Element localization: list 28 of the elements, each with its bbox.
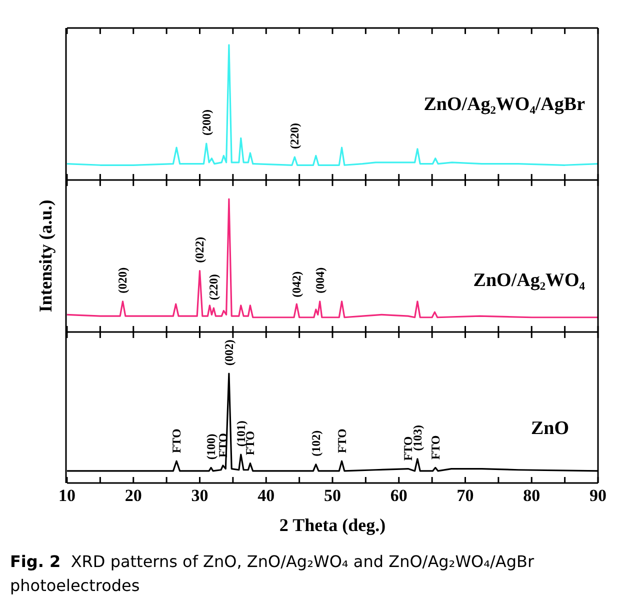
annotation: (004) <box>312 267 327 294</box>
x-tick-label: 70 <box>456 486 474 506</box>
x-tick-label: 60 <box>390 486 408 506</box>
annotation: (022) <box>192 236 207 263</box>
x-tick-label: 30 <box>191 486 208 506</box>
x-axis-title: 2 Theta (deg.) <box>278 515 387 536</box>
series-label: ZnO/Ag₂WO₄/AgBr <box>424 94 585 116</box>
annotation: (042) <box>290 271 304 298</box>
annotation: (220) <box>288 123 302 150</box>
annotation: (002) <box>222 340 236 366</box>
x-tick-label: 40 <box>258 486 275 506</box>
annotation: FTO <box>170 428 184 454</box>
series-label: ZnO/Ag₂WO₄ <box>473 270 585 292</box>
annotation: FTO <box>428 435 442 460</box>
annotation: (220) <box>206 274 221 300</box>
x-tick-label: 20 <box>124 486 142 506</box>
x-tick-label: 10 <box>58 486 76 506</box>
x-tick-label: 80 <box>523 486 540 506</box>
series-label: ZnO <box>530 418 569 440</box>
annotation: FTO <box>334 428 349 454</box>
caption: Fig. 2 XRD patterns of ZnO, ZnO/Ag₂WO₄ and ZnO/Ag₂WO₄/AgBr photoelectrodes <box>10 551 536 597</box>
x-tick-label: 50 <box>324 486 341 506</box>
annotation: (102) <box>308 430 323 456</box>
annotation: (020) <box>116 267 130 294</box>
annotation: (200) <box>199 110 214 136</box>
y-axis-title: Intensity (a.u.) <box>36 200 56 312</box>
annotation: (100) <box>204 434 218 460</box>
x-tick-label: 90 <box>590 486 606 506</box>
